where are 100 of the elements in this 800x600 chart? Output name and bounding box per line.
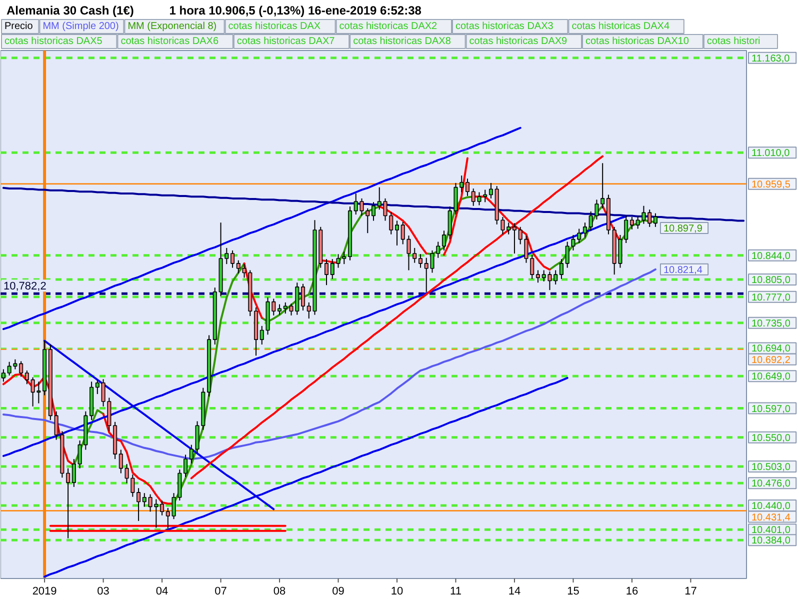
text: MM (Exponencial 8) <box>128 21 217 32</box>
data-label: 10.821,4 <box>663 264 703 276</box>
candlestick <box>166 507 170 529</box>
candlestick <box>95 379 100 395</box>
candlestick <box>465 178 470 196</box>
y-tick-label: 10.550,0 <box>752 432 791 444</box>
candlestick <box>300 283 306 311</box>
candlestick <box>582 222 587 238</box>
candlestick <box>54 410 58 440</box>
text: cotas historicas DAX7 <box>236 36 336 47</box>
candlestick <box>66 468 70 539</box>
x-tick-label: 10 <box>390 586 404 598</box>
candlestick <box>189 444 194 464</box>
candlestick <box>530 254 534 280</box>
candlestick <box>418 254 423 268</box>
y-tick-label: 10.503,0 <box>752 462 791 473</box>
candlestick <box>436 241 440 258</box>
candlestick <box>101 378 106 407</box>
candlestick <box>342 251 346 265</box>
y-tick-label: 10.384,0 <box>752 536 791 547</box>
y-tick-label: 10.777,0 <box>752 292 791 304</box>
candlestick <box>330 258 334 280</box>
candlestick <box>142 492 146 508</box>
candlestick <box>19 360 24 378</box>
candlestick <box>260 325 264 346</box>
y-tick-label: 11.010,0 <box>752 148 790 160</box>
line-series <box>442 157 468 256</box>
y-tick-label: 10.476,0 <box>752 478 791 490</box>
candlestick <box>160 500 164 516</box>
candlestick <box>500 216 505 235</box>
candlestick <box>636 215 640 230</box>
candlestick <box>242 264 246 278</box>
x-tick-label: 03 <box>97 586 110 598</box>
chart-subtitle: 1 hora 10.906,5 (-0,13%) 16-ene-2019 6:52:38 <box>169 4 422 18</box>
x-tick-label: 2019 <box>32 586 57 598</box>
text: cotas historicas DAX8 <box>353 36 452 47</box>
y-tick-label: 10.844,0 <box>752 250 791 262</box>
candlestick <box>195 420 200 454</box>
y-tick-label: 10.694,0 <box>752 344 791 355</box>
candlestick <box>642 205 646 224</box>
x-tick-label: 11 <box>450 586 462 598</box>
candlestick <box>571 234 576 251</box>
candlestick <box>512 222 516 254</box>
ref-line-label: 10.692,2 <box>752 354 791 366</box>
candlestick <box>412 247 417 264</box>
candlestick <box>118 449 123 474</box>
candlestick <box>559 258 564 280</box>
candlestick <box>624 215 628 244</box>
candlestick <box>394 220 400 246</box>
candlestick <box>554 270 558 285</box>
text: cotas histori <box>706 36 760 47</box>
candlestick <box>172 492 176 520</box>
data-label: 10.897,9 <box>663 224 703 235</box>
y-tick-label: 10.735,0 <box>752 318 791 330</box>
candlestick <box>278 304 282 316</box>
x-tick-label: 09 <box>332 586 344 598</box>
text: cotas historicas DAX5 <box>4 36 103 47</box>
candlestick <box>24 370 29 385</box>
candlestick <box>442 230 446 251</box>
candlestick <box>577 228 582 244</box>
text: cotas historicas DAX10 <box>586 36 690 47</box>
candlestick <box>406 235 411 271</box>
candlestick <box>72 458 76 488</box>
candlestick <box>336 254 340 268</box>
x-tick-label: 14 <box>508 586 521 598</box>
text: cotas historicas DAX9 <box>469 36 568 47</box>
y-tick-label: 11.163,0 <box>752 53 790 64</box>
annotation: 10,782,2 <box>4 280 46 293</box>
x-tick-label: 17 <box>684 586 697 598</box>
candlestick <box>460 175 464 193</box>
y-tick-label: 10.401,0 <box>752 525 791 536</box>
ref-line-label: 10.431,4 <box>752 512 791 524</box>
text: MM (Simple 200) <box>42 21 119 32</box>
x-tick-label: 04 <box>156 586 168 598</box>
text: cotas historicas DAX <box>228 21 321 32</box>
candlestick <box>224 247 229 265</box>
y-tick-label: 10.440,0 <box>752 500 791 512</box>
line-series <box>2 126 522 330</box>
candlestick <box>400 221 405 245</box>
candlestick <box>488 182 493 199</box>
candlestick <box>371 202 376 222</box>
y-tick-label: 10.649,0 <box>752 372 791 383</box>
y-tick-label: 10.805,0 <box>752 275 791 286</box>
x-tick-label: 16 <box>626 586 638 598</box>
candlestick <box>630 216 634 230</box>
candlestick <box>648 209 652 228</box>
y-tick-label: 10.597,0 <box>752 404 791 415</box>
candlestick <box>1 368 6 382</box>
x-tick-label: 15 <box>567 586 580 598</box>
text: cotas historicas DAX4 <box>572 21 670 32</box>
candlestick <box>483 189 488 203</box>
candlestick <box>184 454 188 478</box>
candlestick <box>600 162 605 209</box>
candlestick <box>536 270 540 284</box>
candlestick <box>136 488 141 522</box>
candlestick <box>324 258 329 286</box>
text: cotas historicas DAX6 <box>120 36 219 47</box>
candlestick <box>653 212 658 228</box>
candlestick <box>565 241 570 268</box>
x-tick-label: 08 <box>273 586 286 598</box>
